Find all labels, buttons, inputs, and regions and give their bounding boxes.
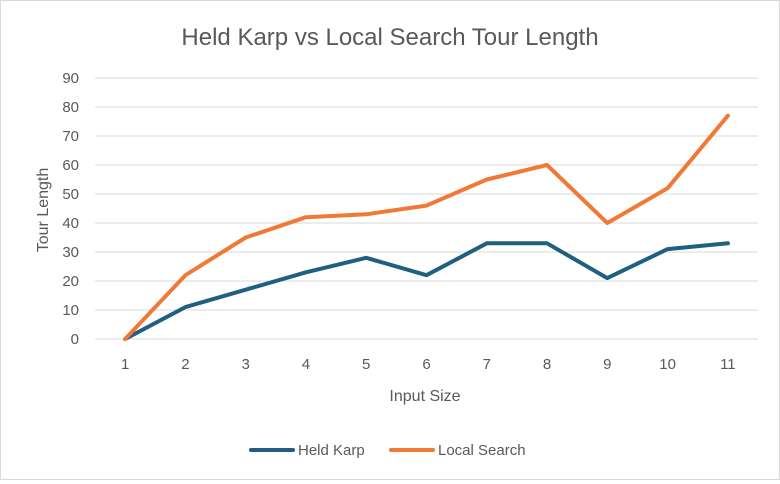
y-tick-label: 40 — [62, 215, 79, 232]
x-tick-label: 2 — [181, 356, 189, 373]
y-axis-label: Tour Length — [35, 168, 52, 253]
series-lines — [123, 113, 730, 341]
x-tick-label: 4 — [302, 356, 310, 373]
y-tick-label: 20 — [62, 273, 79, 290]
x-tick-label: 5 — [362, 356, 370, 373]
legend-label: Local Search — [438, 442, 526, 459]
series-line-held-karp — [123, 241, 730, 341]
x-tick-label: 3 — [242, 356, 250, 373]
x-tick-label: 6 — [422, 356, 430, 373]
chart-title: Held Karp vs Local Search Tour Length — [181, 24, 598, 51]
x-tick-label: 8 — [543, 356, 551, 373]
x-axis-ticks: 1 2 3 4 5 6 7 8 9 10 11 — [121, 356, 736, 373]
x-tick-label: 7 — [483, 356, 491, 373]
y-tick-label: 10 — [62, 302, 79, 319]
y-tick-label: 60 — [62, 157, 79, 174]
y-tick-label: 80 — [62, 99, 79, 116]
series-line-local-search — [123, 113, 730, 341]
x-tick-label: 11 — [720, 356, 736, 373]
y-axis-ticks: 0 10 20 30 40 50 60 70 80 90 — [62, 70, 79, 348]
legend: Held Karp Local Search — [249, 442, 526, 459]
gridlines — [95, 77, 758, 340]
legend-label: Held Karp — [298, 442, 365, 459]
y-tick-label: 0 — [71, 331, 79, 348]
y-tick-label: 30 — [62, 244, 79, 261]
y-tick-label: 70 — [62, 128, 79, 145]
y-tick-label: 90 — [62, 70, 79, 87]
x-tick-label: 1 — [121, 356, 129, 373]
x-axis-label: Input Size — [389, 388, 460, 405]
y-tick-label: 50 — [62, 186, 79, 203]
x-tick-label: 9 — [603, 356, 611, 373]
x-tick-label: 10 — [659, 356, 676, 373]
